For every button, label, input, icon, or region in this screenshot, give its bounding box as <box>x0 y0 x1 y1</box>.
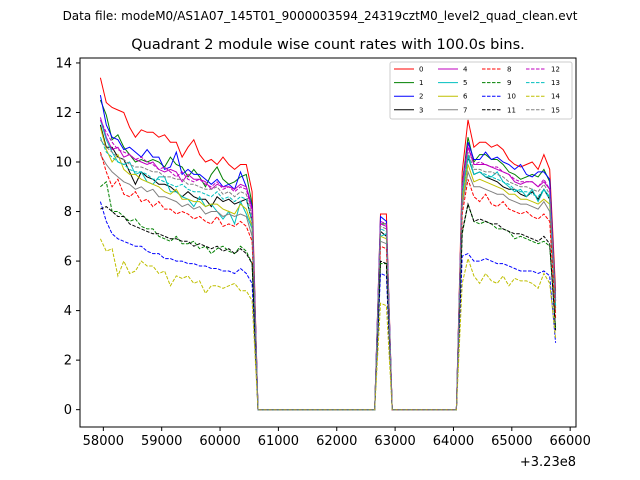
legend-label-15: 15 <box>551 106 560 114</box>
legend-label-12: 12 <box>551 66 560 74</box>
y-tick-label: 2 <box>64 354 72 369</box>
series-line-10 <box>99 201 557 411</box>
y-tick-label: 4 <box>64 304 72 319</box>
x-tick-label: 64000 <box>433 434 474 449</box>
x-tick-label: 60000 <box>199 434 240 449</box>
series-line-11 <box>100 202 557 411</box>
series-line-1 <box>99 99 557 411</box>
legend-label-6: 6 <box>463 93 468 101</box>
series-line-5 <box>99 119 557 411</box>
series-line-13 <box>99 137 557 411</box>
y-tick-label: 14 <box>55 56 72 71</box>
series-line-0 <box>99 77 557 411</box>
series-line-15 <box>100 139 557 411</box>
legend-label-9: 9 <box>507 79 511 87</box>
series-line-8 <box>99 151 557 411</box>
legend-label-5: 5 <box>463 79 467 87</box>
series-layer <box>99 77 557 411</box>
series-line-12 <box>99 119 557 411</box>
legend-box <box>389 61 573 120</box>
x-tick-label: 61000 <box>258 434 299 449</box>
series-line-14 <box>99 238 557 411</box>
legend-label-11: 11 <box>507 106 516 114</box>
y-tick-label: 0 <box>64 403 72 418</box>
series-line-7 <box>99 154 557 411</box>
x-tick-label: 59000 <box>141 434 182 449</box>
series-line-4 <box>99 117 557 411</box>
y-tick-label: 12 <box>55 106 72 121</box>
x-tick-label: 65000 <box>491 434 532 449</box>
x-offset-label: +3.23e8 <box>520 455 576 470</box>
legend-label-10: 10 <box>507 93 516 101</box>
legend-label-3: 3 <box>419 106 423 114</box>
chart-title: Quadrant 2 module wise count rates with … <box>131 37 525 53</box>
y-tick-label: 8 <box>64 205 72 220</box>
y-axis: 0 2 4 6 8 10 12 14 <box>55 56 80 418</box>
legend-label-0: 0 <box>419 66 423 74</box>
legend-label-2: 2 <box>419 93 423 101</box>
x-axis: 58000 59000 60000 61000 62000 63000 64000 65000… <box>83 427 591 449</box>
legend-label-7: 7 <box>463 106 467 114</box>
y-tick-label: 10 <box>55 156 72 171</box>
plot-frame <box>79 57 577 428</box>
legend-label-1: 1 <box>419 79 423 87</box>
y-tick-label: 6 <box>64 255 72 270</box>
legend-label-13: 13 <box>551 79 560 87</box>
x-tick-label: 58000 <box>83 434 124 449</box>
legend-label-14: 14 <box>551 93 560 101</box>
legend-label-4: 4 <box>463 66 468 74</box>
chart-suptitle: Data file: modeM0/AS1A07_145T01_90000035… <box>63 9 578 23</box>
series-line-2 <box>99 95 557 411</box>
series-line-9 <box>100 180 557 411</box>
x-tick-label: 63000 <box>374 434 415 449</box>
series-line-6 <box>99 127 557 411</box>
x-tick-label: 66000 <box>549 434 590 449</box>
legend-label-8: 8 <box>507 66 511 74</box>
x-tick-label: 62000 <box>316 434 357 449</box>
